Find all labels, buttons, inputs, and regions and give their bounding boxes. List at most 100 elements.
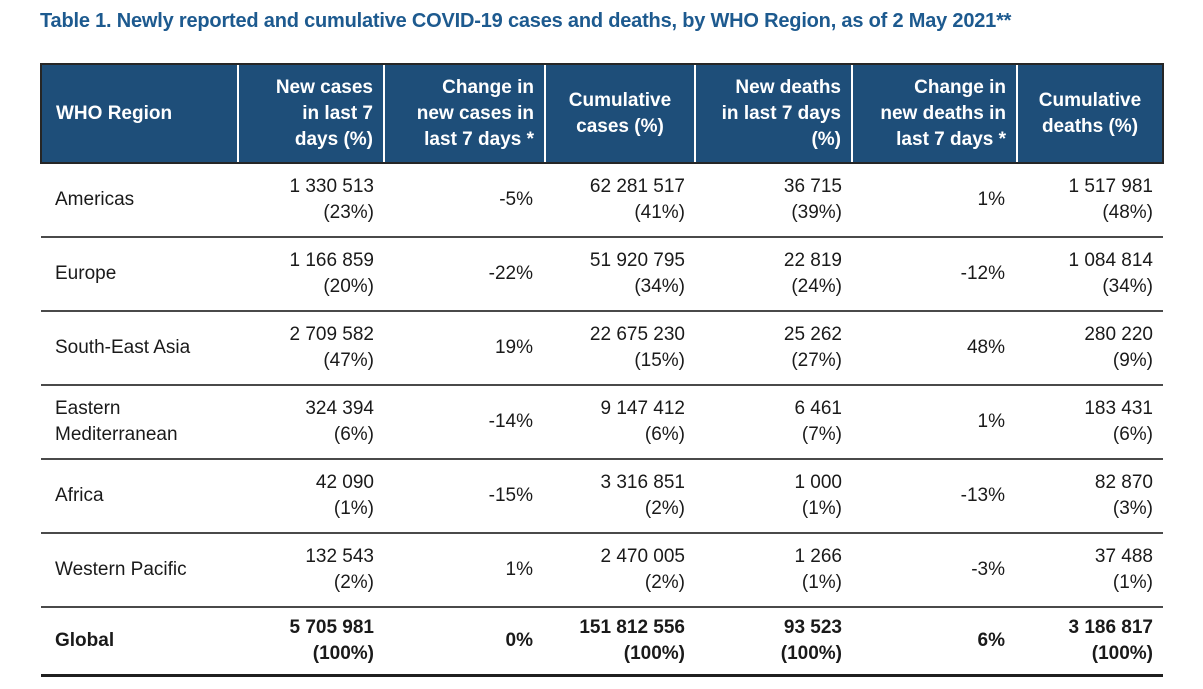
- header-line: new cases in: [416, 102, 534, 124]
- value-line: 37 488: [1094, 546, 1153, 567]
- cumulative-deaths-cell: 82 870 (3%): [1017, 459, 1163, 534]
- region-label: Eastern Mediterranean: [41, 385, 238, 460]
- percent-line: (6%): [1112, 424, 1153, 445]
- header-line: last 7 days *: [424, 128, 534, 150]
- header-line: Cumulative: [1038, 89, 1142, 111]
- percent-line: (27%): [791, 350, 842, 371]
- cumulative-deaths-cell: 1 517 981 (48%): [1017, 163, 1163, 238]
- value-line: 5 705 981: [289, 617, 374, 638]
- value-line: 2 709 582: [289, 324, 374, 345]
- percent-line: (1%): [801, 498, 842, 519]
- new-deaths-cell: 22 819 (24%): [695, 237, 852, 312]
- change-cases-cell: -5%: [384, 163, 545, 238]
- change-cases-cell: -15%: [384, 459, 545, 534]
- column-header-change-new-deaths: Change in new deaths in last 7 days *: [851, 63, 1017, 164]
- value-line: 6 461: [794, 398, 842, 419]
- header-line: in last 7: [302, 102, 373, 124]
- cumulative-cases-cell: 151 812 556 (100%): [545, 607, 695, 677]
- value-line: 1 266: [794, 546, 842, 567]
- column-header-cumulative-deaths: Cumulative deaths (%): [1016, 63, 1164, 164]
- cumulative-cases-cell: 22 675 230 (15%): [545, 311, 695, 386]
- change-deaths-cell: 1%: [852, 163, 1017, 238]
- region-label: Global: [41, 607, 238, 677]
- cumulative-cases-cell: 62 281 517 (41%): [545, 163, 695, 238]
- percent-line: (23%): [323, 202, 374, 223]
- change-deaths-cell: 48%: [852, 311, 1017, 386]
- percent-line: (2%): [333, 572, 374, 593]
- new-deaths-cell: 36 715 (39%): [695, 163, 852, 238]
- percent-line: (1%): [333, 498, 374, 519]
- percent-line: (7%): [801, 424, 842, 445]
- percent-line: (1%): [1112, 572, 1153, 593]
- header-line: days (%): [294, 128, 373, 150]
- change-cases-cell: 0%: [384, 607, 545, 677]
- header-line: (%): [811, 128, 841, 150]
- value-line: 36 715: [783, 176, 842, 197]
- new-deaths-cell: 1 000 (1%): [695, 459, 852, 534]
- new-cases-cell: 132 543 (2%): [238, 533, 384, 608]
- value-line: 1 000: [794, 472, 842, 493]
- value-line: 1 517 981: [1068, 176, 1153, 197]
- cumulative-deaths-cell: 183 431 (6%): [1017, 385, 1163, 460]
- header-line: New cases: [275, 76, 373, 98]
- table-title: Table 1. Newly reported and cumulative C…: [40, 10, 1012, 32]
- covid-region-table: WHO Region New cases in last 7 days (%) …: [40, 63, 1164, 677]
- header-line: cases (%): [576, 115, 664, 137]
- value-line: 151 812 556: [579, 617, 685, 638]
- column-header-new-cases: New cases in last 7 days (%): [237, 63, 384, 164]
- value-line: 2 470 005: [600, 546, 685, 567]
- header-line: in last 7 days: [721, 102, 841, 124]
- table-row-europe: Europe 1 166 859 (20%) -22% 51 920 795 (…: [41, 237, 1163, 312]
- value-line: 9 147 412: [600, 398, 685, 419]
- percent-line: (34%): [634, 276, 685, 297]
- cumulative-deaths-cell: 3 186 817 (100%): [1017, 607, 1163, 677]
- percent-line: (41%): [634, 202, 685, 223]
- change-deaths-cell: -12%: [852, 237, 1017, 312]
- table-row-western-pacific: Western Pacific 132 543 (2%) 1% 2 470 00…: [41, 533, 1163, 608]
- new-cases-cell: 324 394 (6%): [238, 385, 384, 460]
- value-line: 324 394: [305, 398, 374, 419]
- column-header-who-region: WHO Region: [40, 63, 238, 164]
- region-label: Western Pacific: [41, 533, 238, 608]
- percent-line: (9%): [1112, 350, 1153, 371]
- header-row: WHO Region New cases in last 7 days (%) …: [40, 63, 1164, 164]
- value-line: 3 186 817: [1068, 617, 1153, 638]
- column-header-new-deaths: New deaths in last 7 days (%): [694, 63, 852, 164]
- percent-line: (39%): [791, 202, 842, 223]
- value-line: 1 084 814: [1068, 250, 1153, 271]
- value-line: 51 920 795: [589, 250, 685, 271]
- value-line: 93 523: [783, 617, 842, 638]
- change-cases-cell: -22%: [384, 237, 545, 312]
- region-label: Africa: [41, 459, 238, 534]
- table-row-global: Global 5 705 981 (100%) 0% 151 812 556 (…: [41, 607, 1163, 677]
- change-deaths-cell: 6%: [852, 607, 1017, 677]
- percent-line: (2%): [644, 498, 685, 519]
- header-line: last 7 days *: [896, 128, 1006, 150]
- header-line: New deaths: [735, 76, 841, 98]
- new-deaths-cell: 1 266 (1%): [695, 533, 852, 608]
- value-line: 132 543: [305, 546, 374, 567]
- value-line: 62 281 517: [589, 176, 685, 197]
- cumulative-cases-cell: 51 920 795 (34%): [545, 237, 695, 312]
- header-line: Change in: [914, 76, 1006, 98]
- change-cases-cell: -14%: [384, 385, 545, 460]
- change-deaths-cell: 1%: [852, 385, 1017, 460]
- header-line: WHO Region: [56, 102, 173, 124]
- percent-line: (47%): [323, 350, 374, 371]
- value-line: 183 431: [1084, 398, 1153, 419]
- new-cases-cell: 2 709 582 (47%): [238, 311, 384, 386]
- value-line: 1 166 859: [289, 250, 374, 271]
- header-line: deaths (%): [1041, 115, 1139, 137]
- percent-line: (6%): [333, 424, 374, 445]
- change-cases-cell: 1%: [384, 533, 545, 608]
- cumulative-deaths-cell: 280 220 (9%): [1017, 311, 1163, 386]
- region-label: Americas: [41, 163, 238, 238]
- percent-line: (100%): [623, 643, 685, 664]
- table-row-eastern-mediterranean: Eastern Mediterranean 324 394 (6%) -14% …: [41, 385, 1163, 460]
- column-header-cumulative-cases: Cumulative cases (%): [544, 63, 695, 164]
- header-line: Change in: [442, 76, 534, 98]
- value-line: 22 675 230: [589, 324, 685, 345]
- percent-line: (100%): [780, 643, 842, 664]
- header-line: Cumulative: [568, 89, 672, 111]
- change-deaths-cell: -13%: [852, 459, 1017, 534]
